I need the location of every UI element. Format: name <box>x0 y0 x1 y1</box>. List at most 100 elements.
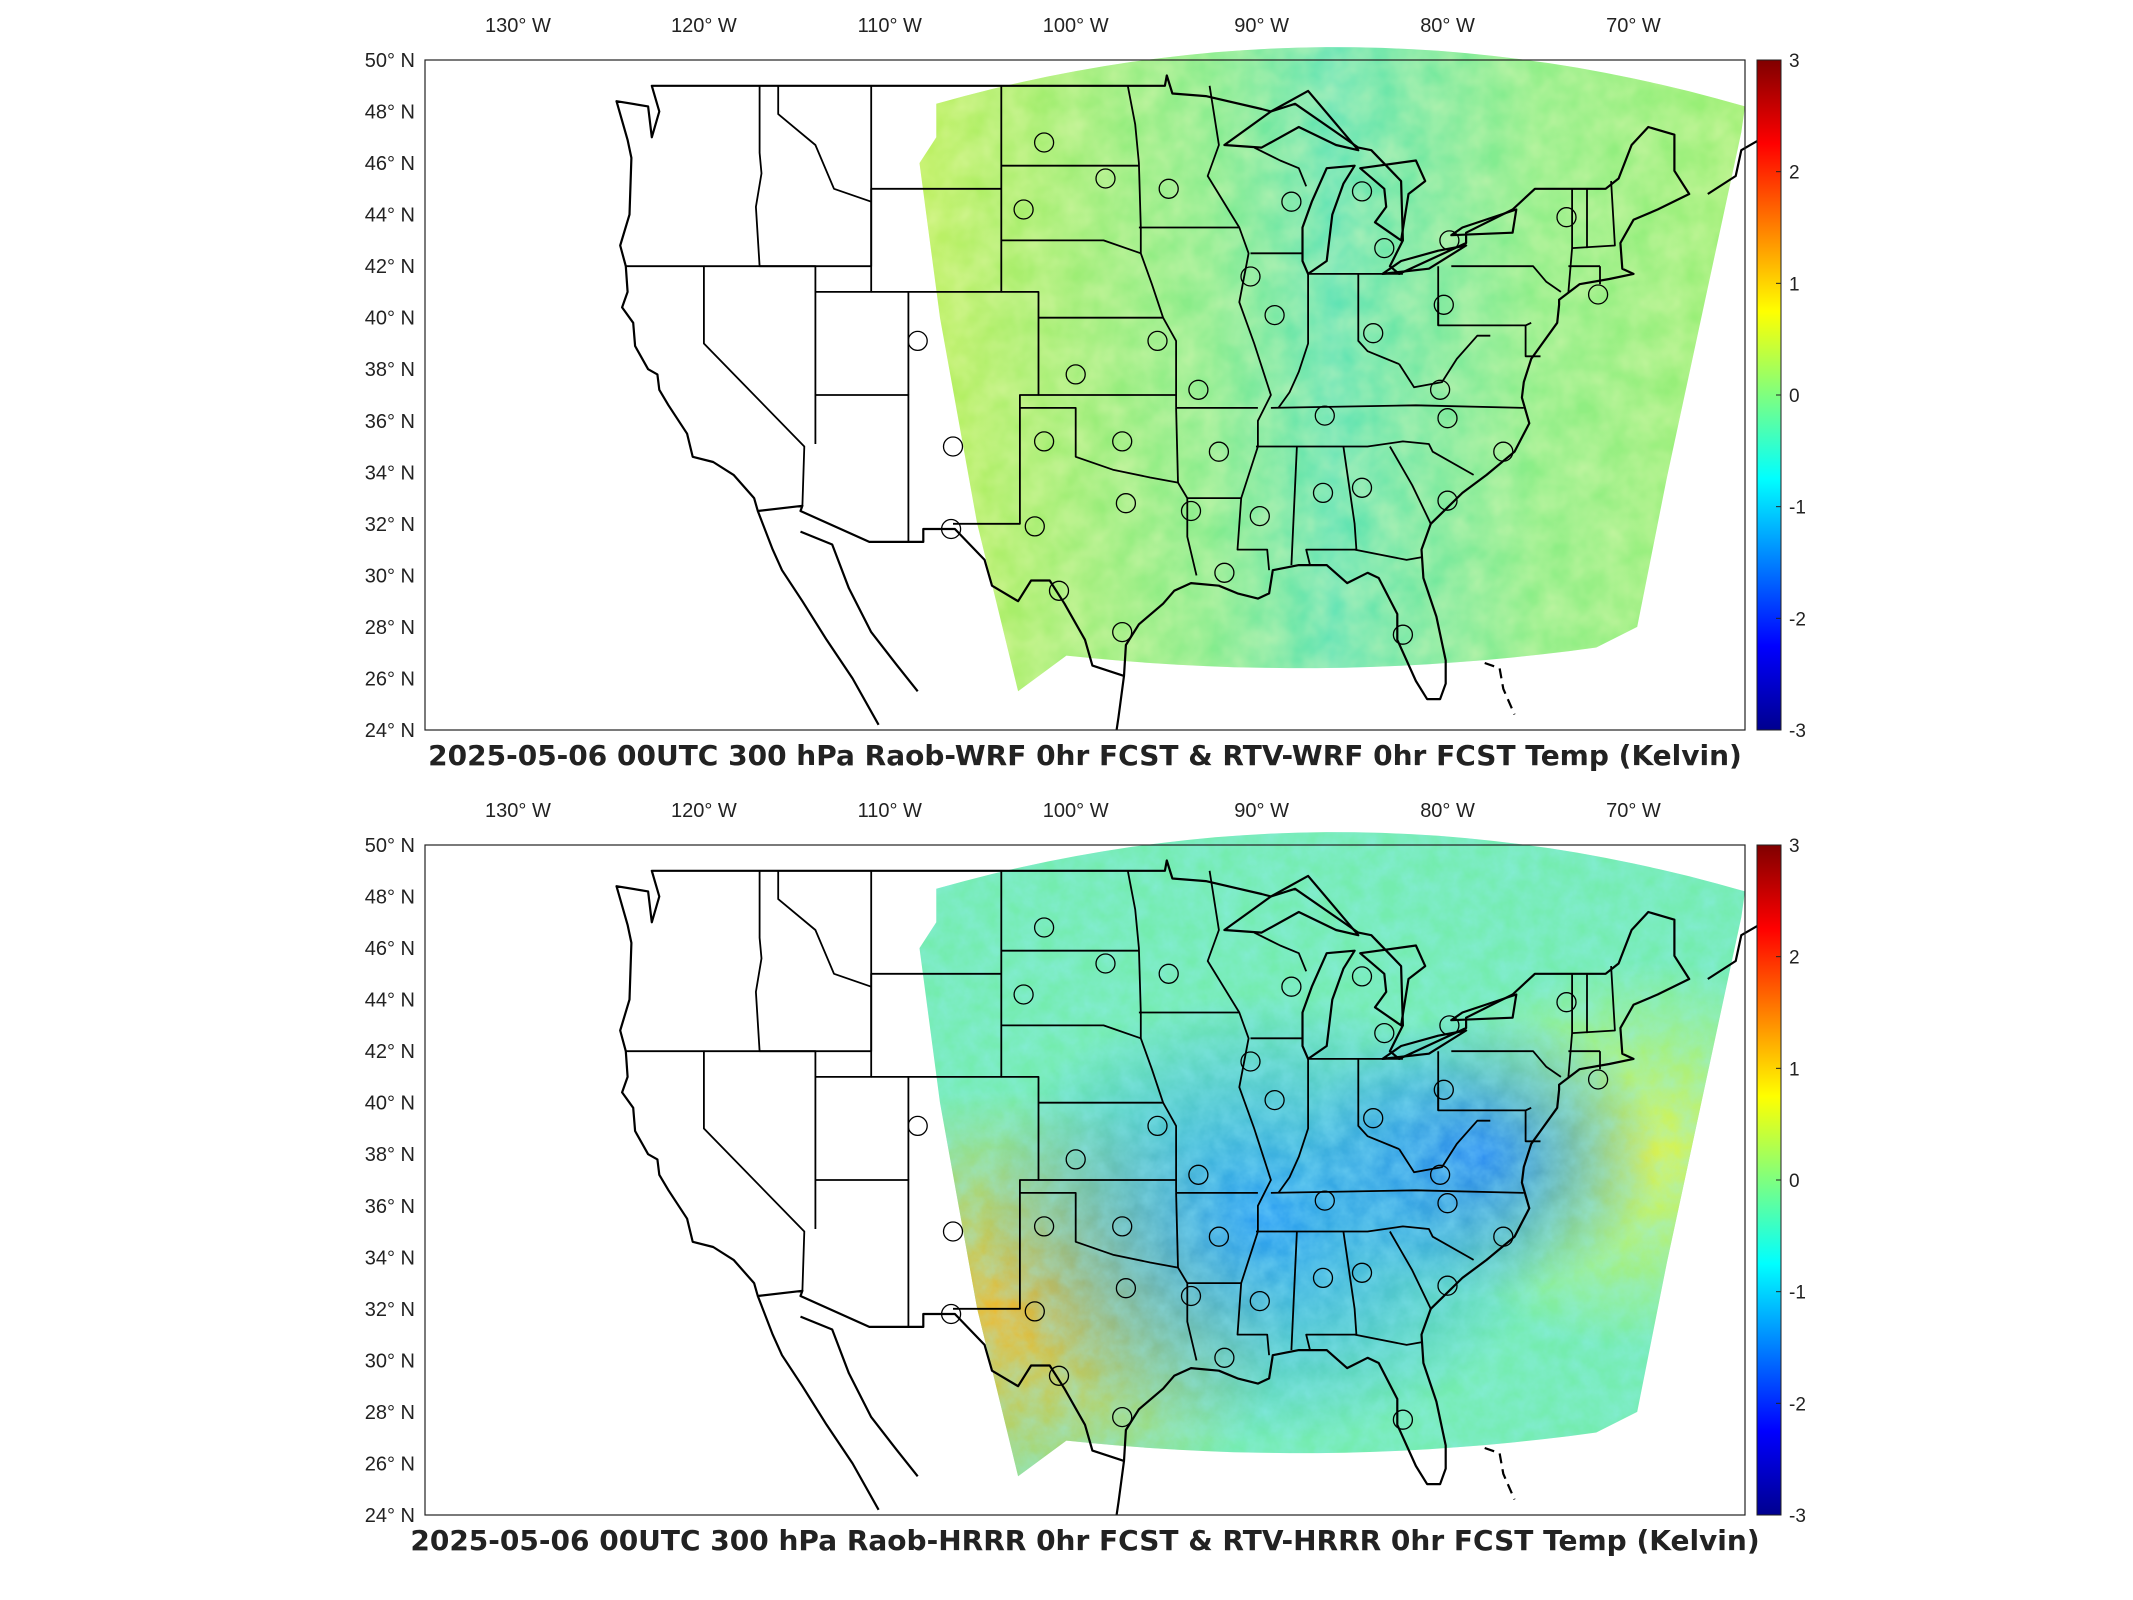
temperature-difference-field <box>919 832 1745 1477</box>
great-lake-outline <box>1450 208 1518 237</box>
state-border <box>953 1076 1040 1310</box>
raob-station-marker <box>1180 500 1202 522</box>
state-border <box>1019 1192 1198 1361</box>
raob-station-marker <box>1264 1089 1285 1111</box>
latitude-tick-labels: 50° N 48° N 46° N 44° N 42° N 40° N 38° N 36° N… <box>365 835 415 1527</box>
longitude-tick-label: 80° W <box>1420 800 1475 822</box>
state-border <box>703 1050 817 1229</box>
latitude-tick-label: 30° N <box>365 1350 415 1372</box>
great-lake-outline <box>1381 244 1468 275</box>
state-border <box>1524 321 1541 358</box>
latitude-tick-label: 38° N <box>365 1144 415 1166</box>
great-lake-outline <box>1359 159 1427 242</box>
state-border <box>1524 1106 1541 1143</box>
raob-station-marker <box>1024 1301 1045 1322</box>
state-border <box>777 870 872 988</box>
raob-station-marker <box>1033 132 1055 153</box>
state-border <box>1206 870 1272 1356</box>
great-lake-outline <box>1223 89 1360 152</box>
map-axes-frame <box>424 59 1746 731</box>
raob-station-marker <box>1095 953 1116 974</box>
great-lake-outline <box>1301 949 1356 1060</box>
raob-station-marker <box>942 436 964 457</box>
state-border <box>1253 931 1308 972</box>
raob-station-marker <box>1112 621 1133 643</box>
longitude-tick-label: 80° W <box>1420 15 1475 37</box>
longitude-tick-label: 100° W <box>1043 800 1109 822</box>
longitude-tick-label: 100° W <box>1043 15 1109 37</box>
raob-station-marker <box>1115 493 1137 514</box>
coastline <box>1115 675 1126 731</box>
raob-station-marker <box>1033 917 1055 938</box>
state-border <box>1270 404 1524 409</box>
longitude-tick-label: 120° W <box>671 800 737 822</box>
raob-station-marker <box>1437 1275 1458 1296</box>
state-border <box>1290 1231 1298 1351</box>
longitude-tick-label: 90° W <box>1234 800 1289 822</box>
raob-station-marker <box>1214 562 1235 583</box>
latitude-tick-label: 46° N <box>365 153 415 175</box>
state-border <box>1001 239 1142 255</box>
state-border <box>1357 1058 1400 1150</box>
latitude-tick-label: 40° N <box>365 308 415 330</box>
map-panel-1: 130° W 120° W 110° W 100° W 90° W 80° W 70° W 5… <box>365 15 1806 772</box>
state-border <box>625 1050 806 1291</box>
longitude-tick-labels: 130° W 120° W 110° W 100° W 90° W 80° W 70° W <box>485 800 1661 822</box>
panel-title: 2025-05-06 00UTC 300 hPa Raob-HRRR 0hr F… <box>410 1524 1759 1557</box>
state-border <box>1354 548 1422 561</box>
raob-station-marker <box>907 330 928 352</box>
political-boundaries <box>615 74 1765 731</box>
latitude-tick-label: 28° N <box>365 1402 415 1424</box>
latitude-tick-label: 30° N <box>365 565 415 587</box>
raob-station-marker <box>907 1115 928 1137</box>
raob-station-marker <box>1351 966 1373 987</box>
raob-station-marker <box>1188 379 1209 400</box>
raob-station-marker <box>1249 1290 1270 1312</box>
map-axes-frame <box>424 844 1746 1516</box>
raob-station-marker <box>940 1303 962 1325</box>
colorbar-tick-label: 1 <box>1789 1059 1800 1080</box>
colorbar-tick-label: -2 <box>1789 1394 1806 1415</box>
raob-station-marker <box>1314 1190 1335 1211</box>
state-border <box>1175 1192 1179 1268</box>
coastline <box>1707 136 1765 195</box>
colorbar: 3 2 1 0 -1 -2 -3 <box>1756 51 1806 742</box>
raob-station-marker <box>1587 1069 1609 1090</box>
raob-station-marker <box>1112 1406 1133 1428</box>
state-border <box>1126 870 1177 1193</box>
state-border <box>1277 1058 1309 1194</box>
raob-station-marker <box>1556 992 1577 1013</box>
raob-station-marker <box>1214 1347 1235 1368</box>
colorbar-tick-label: 2 <box>1789 163 1800 184</box>
raob-station-marker <box>940 518 962 540</box>
colorbar-tick-label: 2 <box>1789 948 1800 969</box>
raob-station-marker <box>1351 1262 1373 1283</box>
temperature-difference-field <box>919 47 1745 692</box>
state-border <box>1019 407 1198 576</box>
raob-station-marker <box>1065 364 1086 385</box>
state-border <box>1451 1050 1562 1078</box>
coastline <box>1707 921 1765 980</box>
raob-station-marker <box>1433 294 1454 315</box>
state-border <box>1001 1024 1142 1040</box>
raob-station-marker <box>1095 168 1116 189</box>
raob-station-marker <box>1392 624 1414 645</box>
longitude-tick-label: 130° W <box>485 800 551 822</box>
raob-station-marker <box>1048 1365 1070 1386</box>
raob-stations <box>907 917 1609 1430</box>
colorbar-tick-label: 3 <box>1789 51 1800 72</box>
raob-station-marker <box>1429 379 1451 400</box>
latitude-tick-label: 24° N <box>365 720 415 742</box>
panel-title: 2025-05-06 00UTC 300 hPa Raob-WRF 0hr FC… <box>428 739 1742 772</box>
raob-station-marker <box>1439 230 1460 251</box>
raob-station-marker <box>1363 323 1384 344</box>
raob-station-marker <box>1112 431 1133 452</box>
raob-station-marker <box>1240 1051 1261 1072</box>
raob-station-marker <box>1147 330 1168 352</box>
state-border <box>625 265 806 506</box>
state-border <box>1270 1189 1524 1194</box>
state-border <box>1277 273 1309 409</box>
longitude-tick-labels: 130° W 120° W 110° W 100° W 90° W 80° W 70° W <box>485 15 1661 37</box>
latitude-tick-label: 36° N <box>365 411 415 433</box>
